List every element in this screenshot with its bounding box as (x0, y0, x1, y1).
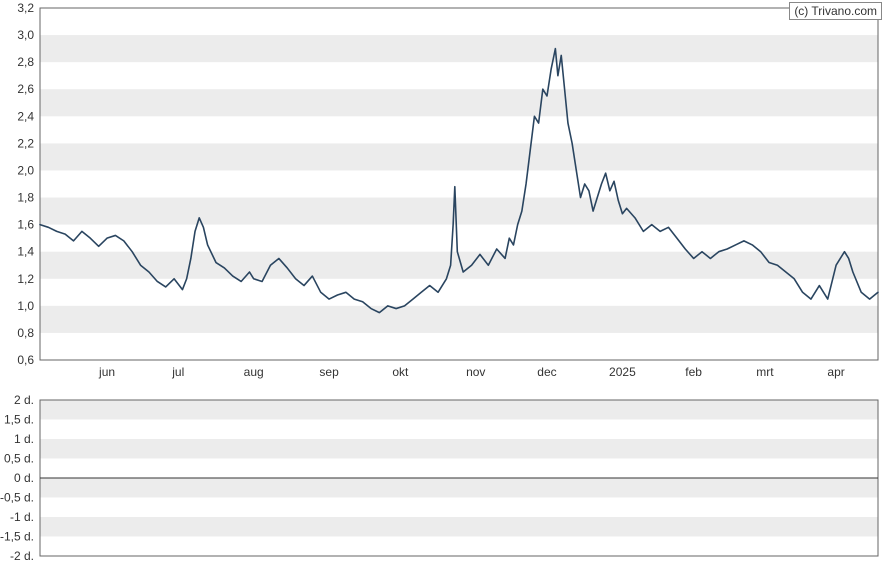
y-tick-label: 1,4 (17, 245, 34, 259)
y-tick-label: 1,8 (17, 191, 34, 205)
y-tick-label: 2,6 (17, 82, 34, 96)
x-tick-label: jul (171, 365, 184, 379)
y-tick-label: 3,0 (17, 28, 34, 42)
y-tick-label: 3,2 (17, 1, 34, 15)
attribution-label: (c) Trivano.com (789, 2, 882, 20)
y-tick-label: 0 d. (14, 471, 34, 485)
y-tick-label: 2,2 (17, 136, 34, 150)
x-tick-label: okt (392, 365, 409, 379)
x-tick-label: 2025 (609, 365, 636, 379)
x-tick-label: jun (98, 365, 115, 379)
y-tick-label: -2 d. (10, 549, 34, 563)
y-tick-label: 0,6 (17, 353, 34, 367)
y-tick-label: 0,8 (17, 326, 34, 340)
x-tick-label: mrt (756, 365, 774, 379)
y-tick-label: -0,5 d. (0, 491, 34, 505)
y-tick-label: 2,0 (17, 163, 34, 177)
x-tick-label: feb (685, 365, 702, 379)
y-tick-label: 2,4 (17, 109, 34, 123)
x-tick-label: dec (537, 365, 556, 379)
y-tick-label: 1,6 (17, 218, 34, 232)
x-tick-label: aug (244, 365, 264, 379)
chart-container: (c) Trivano.com 0,6 0,8 1,0 1,2 1,4 1,6 1,8 2,0… (0, 0, 888, 565)
y-tick-label: -1 d. (10, 510, 34, 524)
y-tick-label: -1,5 d. (0, 530, 34, 544)
y-tick-label: 1,0 (17, 299, 34, 313)
x-tick-label: nov (466, 365, 485, 379)
x-tick-label: apr (827, 365, 844, 379)
y-tick-label: 1 d. (14, 432, 34, 446)
chart-svg: 0,6 0,8 1,0 1,2 1,4 1,6 1,8 2,0 2,2 2,4 2,6 2,8 3,0 3… (0, 0, 888, 565)
y-tick-label: 2,8 (17, 55, 34, 69)
y-tick-label: 1,5 d. (4, 413, 34, 427)
y-tick-label: 0,5 d. (4, 452, 34, 466)
y-tick-label: 1,2 (17, 272, 34, 286)
y-tick-label: 2 d. (14, 393, 34, 407)
x-tick-label: sep (319, 365, 339, 379)
